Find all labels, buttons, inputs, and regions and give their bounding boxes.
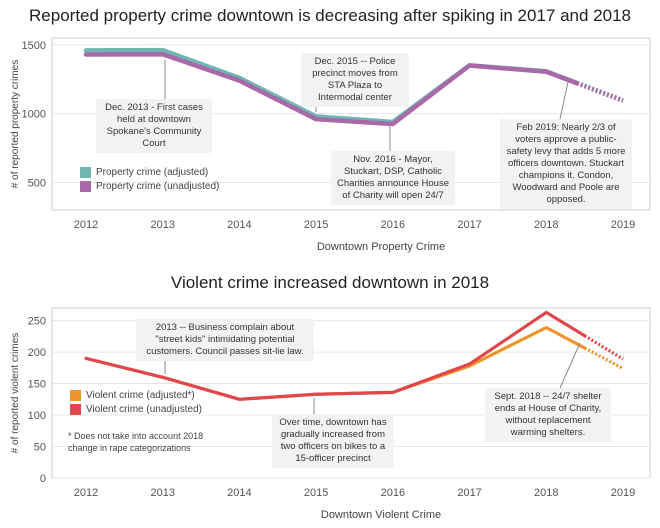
x-tick-label: 2018 [534, 487, 558, 499]
footnote-rape-categorization: * Does not take into account 2018 change… [68, 431, 204, 453]
legend-label: Violent crime (unadjusted) [86, 403, 202, 415]
y-tick-label: 50 [34, 442, 46, 454]
legend-swatch-adjusted [80, 166, 91, 178]
legend-swatch-unadjusted [80, 180, 91, 192]
x-tick-label: 2018 [534, 219, 558, 231]
series-projection-violent-1 [583, 334, 624, 361]
legend-item-violent-unadjusted: Violent crime (unadjusted) [70, 402, 202, 416]
plot-frame-property [51, 37, 651, 211]
annotation-community-court: Dec. 2013 - First cases held at downtown… [96, 99, 212, 153]
legend-label: Property crime (unadjusted) [96, 180, 220, 192]
legend-label: Property crime (adjusted) [96, 166, 209, 178]
x-tick-label: 2012 [74, 487, 98, 499]
annotation-connector [559, 342, 581, 389]
x-tick-label: 2016 [381, 219, 405, 231]
x-tick-label: 2013 [150, 219, 174, 231]
chart-title-violent: Violent crime increased downtown in 2018 [170, 273, 490, 292]
y-tick-label: 500 [28, 177, 46, 189]
x-tick-label: 2014 [227, 219, 251, 231]
y-tick-label: 1500 [22, 40, 46, 52]
y-tick-label: 150 [28, 379, 46, 391]
annotation-sit-lie-law: 2013 -- Business complain about "street … [136, 319, 314, 361]
x-axis-label: Downtown Property Crime [317, 241, 445, 253]
legend-item-property-unadjusted: Property crime (unadjusted) [80, 179, 219, 193]
x-tick-label: 2019 [611, 487, 635, 499]
legend-item-property-adjusted: Property crime (adjusted) [80, 165, 219, 179]
annotation-police-precinct: Dec. 2015 -- Police precinct moves from … [301, 53, 409, 107]
series-projection-violent-0 [583, 346, 624, 370]
y-axis-label: # of reported violent crimes [10, 333, 21, 454]
y-tick-label: 100 [28, 410, 46, 422]
x-tick-label: 2016 [381, 487, 405, 499]
series-line-violent-1 [84, 310, 587, 401]
x-tick-label: 2012 [74, 219, 98, 231]
y-tick-label: 1000 [22, 109, 46, 121]
annotation-officer-precinct: Over time, downtown has gradually increa… [272, 414, 394, 468]
x-tick-label: 2015 [304, 487, 328, 499]
legend-swatch-adjusted [70, 389, 81, 401]
chart-title-property: Reported property crime downtown is decr… [29, 6, 631, 25]
annotation-shelter-ends: Sept. 2018 -- 24/7 shelter ends at House… [485, 388, 611, 442]
x-tick-label: 2013 [150, 487, 174, 499]
y-axis-label: # of reported property crimes [10, 60, 21, 188]
x-tick-label: 2017 [457, 487, 481, 499]
x-tick-label: 2019 [611, 219, 635, 231]
legend-swatch-unadjusted [70, 403, 81, 415]
y-tick-label: 0 [40, 473, 46, 485]
legend-property: Property crime (adjusted) Property crime… [80, 165, 219, 193]
x-tick-label: 2015 [304, 219, 328, 231]
legend-label: Violent crime (adjusted*) [86, 389, 195, 401]
series-projection-property-1 [576, 81, 624, 103]
y-tick-label: 200 [28, 347, 46, 359]
annotation-public-safety-levy: Feb 2019: Nearly 2/3 of voters approve a… [500, 119, 632, 209]
series-line-property-1 [83, 51, 580, 127]
x-tick-label: 2017 [457, 219, 481, 231]
x-axis-label: Downtown Violent Crime [321, 509, 441, 521]
annotation-house-of-charity: Nov. 2016 - Mayor, Stuckart, DSP, Cathol… [331, 151, 455, 205]
legend-item-violent-adjusted: Violent crime (adjusted*) [70, 388, 202, 402]
annotation-connector [559, 81, 569, 120]
legend-violent: Violent crime (adjusted*) Violent crime … [70, 388, 202, 416]
y-tick-label: 250 [28, 316, 46, 328]
x-tick-label: 2014 [227, 487, 251, 499]
